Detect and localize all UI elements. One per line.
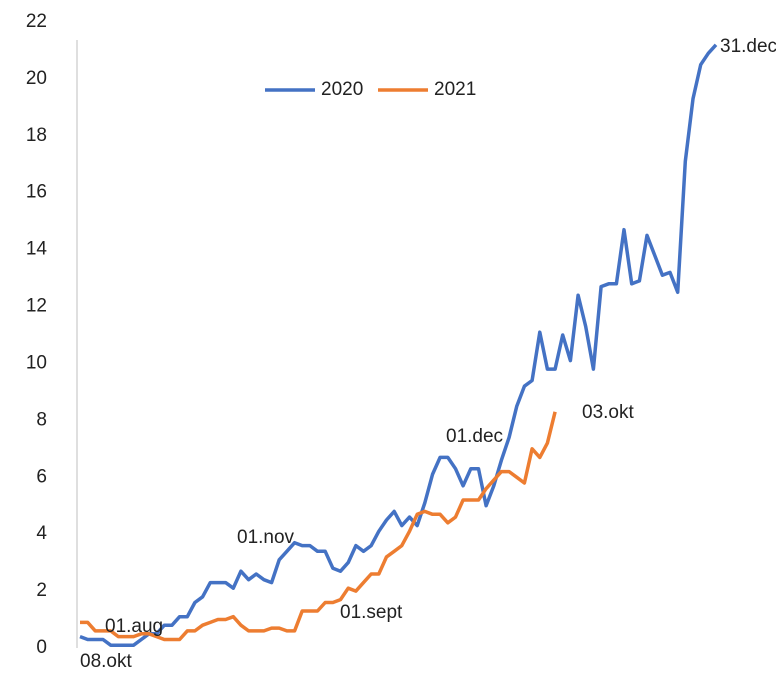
annotation: 03.okt: [582, 402, 634, 423]
annotation: 01.dec: [446, 426, 503, 447]
y-tick-label: 18: [26, 125, 47, 146]
annotation: 01.aug: [105, 616, 163, 637]
legend-label: 2020: [321, 79, 363, 100]
y-tick-label: 10: [26, 352, 47, 373]
series-line: [79, 43, 718, 647]
y-tick-label: 14: [26, 239, 48, 260]
y-tick-label: 12: [26, 296, 47, 317]
y-tick-label: 0: [36, 637, 47, 658]
y-tick-label: 22: [26, 11, 47, 32]
annotation: 01.nov: [237, 527, 295, 548]
y-tick-label: 20: [26, 68, 47, 89]
y-tick-label: 6: [36, 466, 47, 487]
y-tick-label: 8: [36, 409, 47, 430]
y-tick-label: 4: [36, 523, 47, 544]
legend-label: 2021: [434, 79, 476, 100]
y-tick-label: 16: [26, 182, 47, 203]
annotation: 08.okt: [80, 651, 132, 672]
y-tick-label: 2: [36, 580, 47, 601]
series-line: [80, 411, 557, 642]
annotation: 31.dec: [720, 36, 776, 57]
annotation: 01.sept: [340, 602, 403, 623]
